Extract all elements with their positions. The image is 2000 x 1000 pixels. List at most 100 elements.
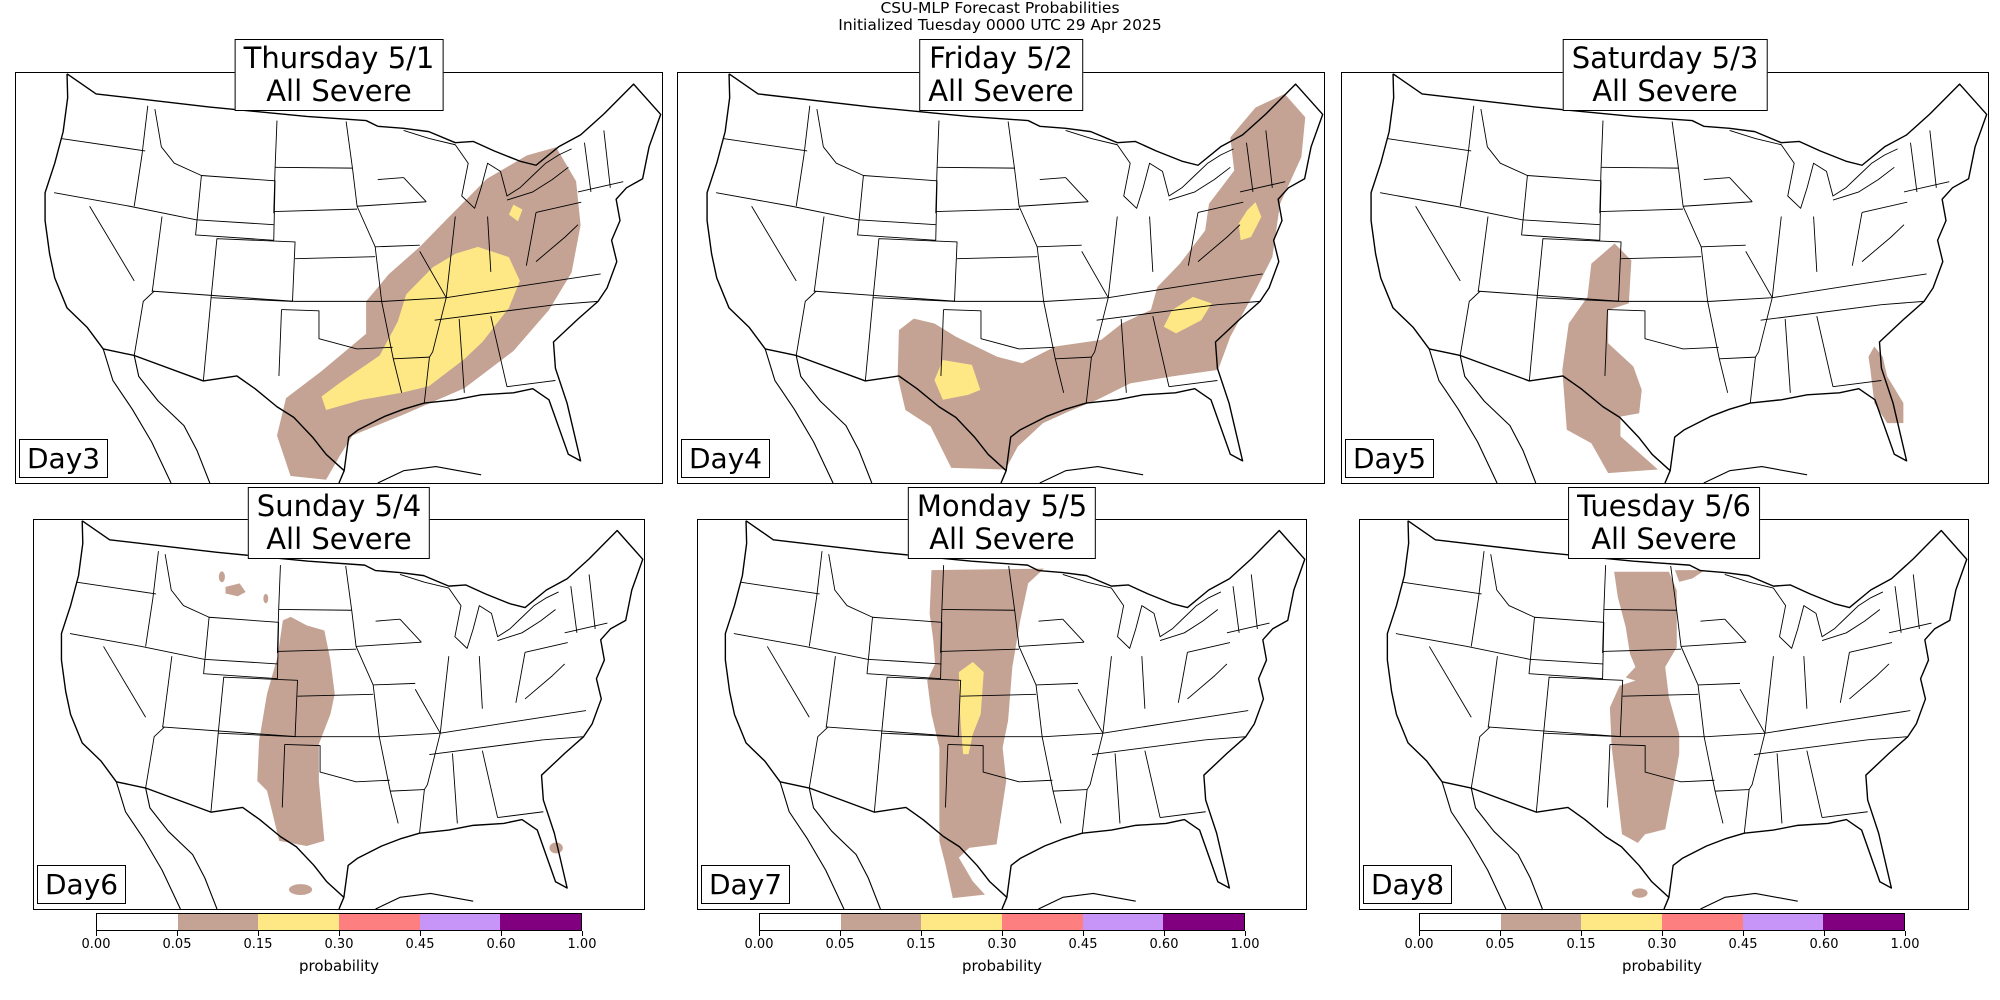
probability-area-5-15 [1609,571,1680,843]
great-lakes-outline [1066,130,1234,208]
state-border [1607,744,1609,807]
state-border [1019,642,1084,646]
state-border [1600,209,1683,211]
state-border [1822,812,1868,818]
state-border [941,310,944,376]
state-border [373,683,415,685]
state-border [1198,225,1240,262]
colorbar-segment [1581,914,1663,930]
panel-date: Saturday 5/3 [1571,41,1759,75]
state-border [1063,619,1084,642]
state-border [1817,316,1833,387]
panel-title: Saturday 5/3 All Severe [1562,39,1768,111]
probability-area-5-15 [1674,570,1705,582]
probability-area-15-30 [321,246,520,411]
state-border [356,642,421,646]
state-border [1251,574,1257,628]
state-border [536,202,581,212]
state-border [1103,656,1112,733]
state-border [525,664,565,699]
state-border [1804,656,1807,709]
colorbar-segment [258,914,340,930]
colorbar-segment [921,914,1003,930]
state-border [488,217,491,272]
state-border [1187,664,1227,699]
probability-area-5-15 [218,571,225,583]
mexico-coastline [103,349,481,483]
panel-date: Friday 5/2 [929,41,1073,75]
panel-title: Sunday 5/4 All Severe [247,487,431,559]
state-border [1115,753,1120,823]
state-border [942,609,1015,610]
probability-area-15-30 [508,204,523,222]
panel-title: Monday 5/5 All Severe [907,487,1097,559]
forecast-map-day5: Day5 [1341,72,1989,484]
colorbar-segment [840,914,922,930]
state-border [1471,551,1484,646]
probability-area-5-15 [1868,346,1904,424]
state-border [1849,643,1892,653]
state-border [146,551,159,646]
colorbar-segment [177,914,259,930]
state-border [415,689,440,833]
colorbar-tick-label: 0.05 [162,937,192,952]
state-border [1862,225,1904,262]
colorbar-tick-label: 1.00 [567,937,597,952]
day-label: Day7 [701,865,791,904]
state-border [734,634,941,664]
colorbar-tick-label: 0.00 [744,937,774,952]
state-border [1683,202,1752,207]
colorbar-label: probability [961,957,1043,975]
probability-area-5-15 [1562,243,1658,474]
state-border [1725,619,1746,642]
state-border [420,251,446,403]
state-border [817,109,864,175]
state-border [1672,121,1708,301]
state-border [61,139,145,151]
colorbar-tick-mark [581,931,583,936]
state-border [452,753,457,823]
forecast-map-day3: Day3 [15,72,663,484]
state-border [826,711,1249,737]
state-border [1529,617,1604,678]
colorbar-segment [1823,914,1905,930]
mexico-coastline [1429,349,1807,483]
state-border [482,751,497,818]
state-border [134,106,148,206]
state-border [491,316,507,387]
state-border [1785,319,1790,393]
state-border [1037,245,1082,247]
state-border [1206,737,1246,740]
state-border [390,790,424,792]
mexico-coastline [765,349,1143,483]
state-border [873,239,957,302]
map-canvas [678,73,1324,483]
state-border [1868,737,1908,740]
state-border [1108,217,1117,298]
state-border [1478,217,1488,292]
state-border [1913,574,1919,628]
state-border [1160,812,1206,818]
state-border [404,178,427,202]
us-coastline [1371,74,1987,483]
probability-area-15-30 [1163,296,1212,334]
colorbar-segment [1082,914,1164,930]
state-border [937,167,1015,168]
colorbar-label: probability [1621,957,1703,975]
state-border [516,652,525,703]
panel-hazard: All Severe [1591,522,1737,556]
state-border [90,206,135,281]
state-border [1701,245,1746,247]
state-border [1053,790,1087,792]
state-border [752,206,797,281]
colorbar-tick-mark [1823,931,1825,936]
us-coastline [1387,521,1966,909]
panel-hazard: All Severe [266,522,412,556]
state-border [274,121,277,214]
colorbar-tick-label: 1.00 [1890,937,1920,952]
state-border [298,694,374,696]
colorbar-tick-label: 0.15 [1566,937,1596,952]
forecast-map-day6: Day6 [33,519,645,910]
state-border [1536,733,1543,812]
state-border [1240,182,1285,192]
